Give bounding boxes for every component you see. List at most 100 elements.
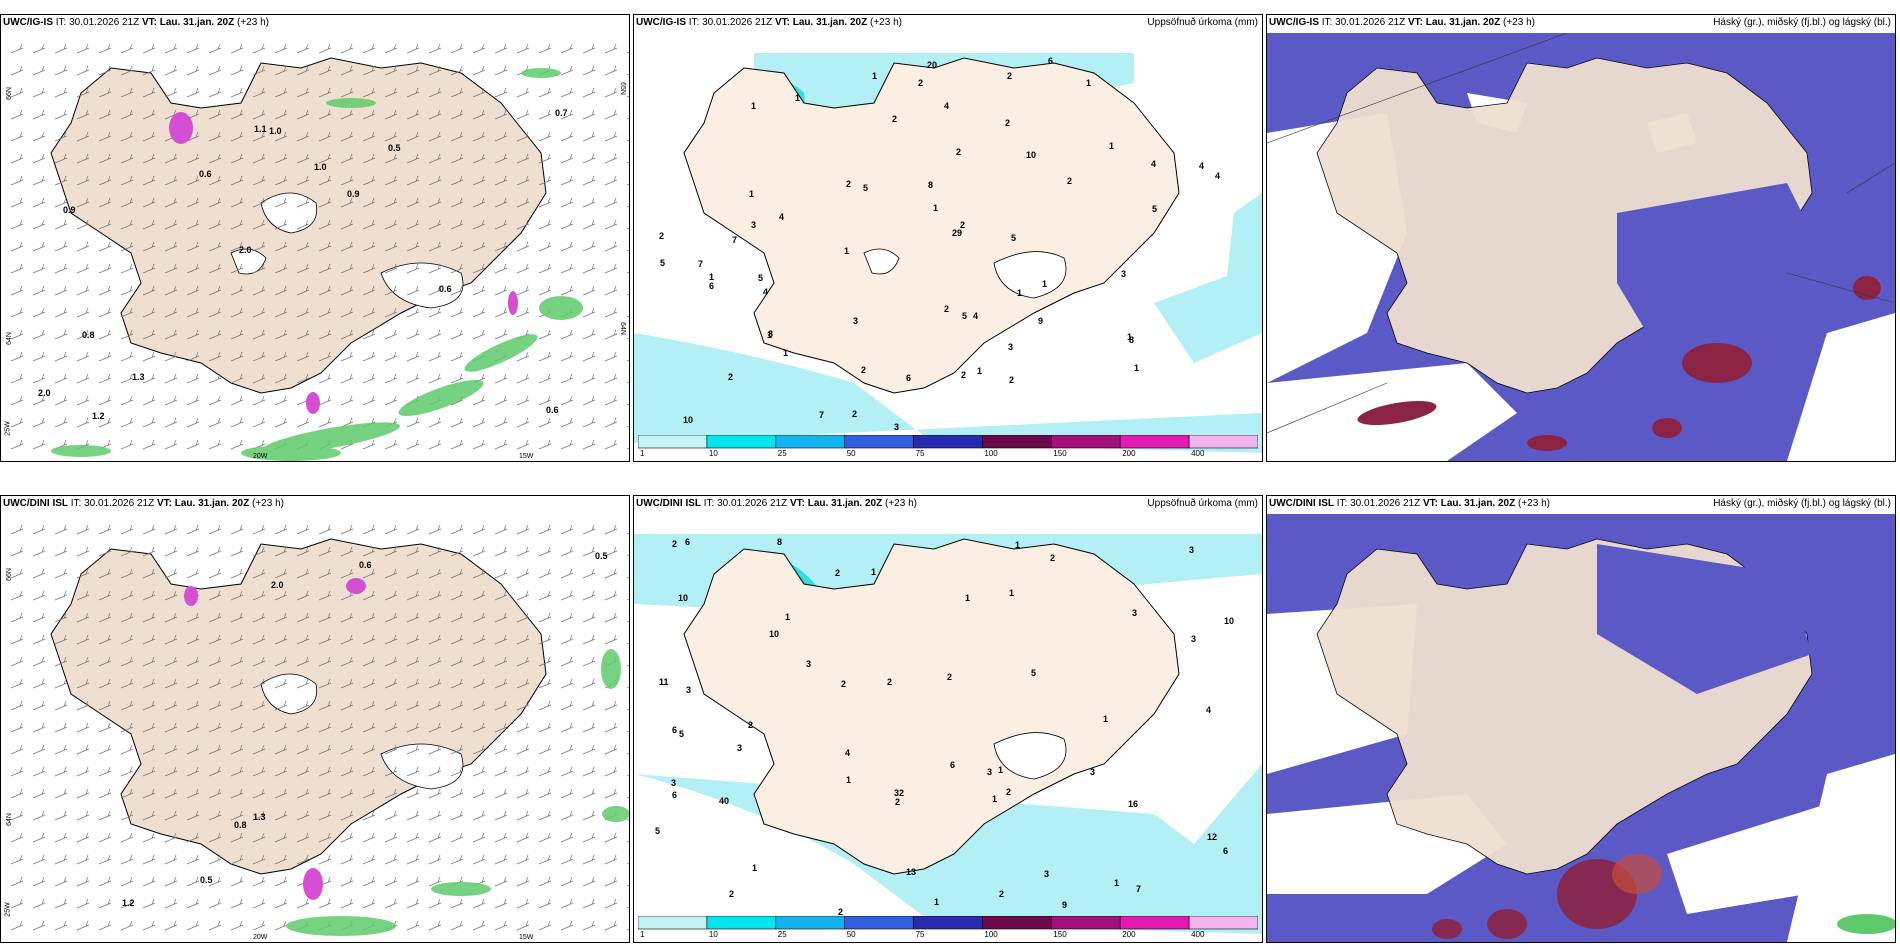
wind-barb [230, 153, 244, 164]
wind-barb [32, 87, 46, 98]
legend-swatch [638, 435, 708, 449]
wind-barb [76, 263, 90, 274]
wind-barb [560, 263, 574, 274]
wind-barb [186, 722, 200, 733]
legend-swatch [706, 916, 777, 930]
wind-barb [54, 351, 68, 362]
wind-barb [626, 884, 629, 887]
wind-barb [230, 263, 244, 274]
wind-barb [252, 722, 266, 733]
wind-barb [208, 417, 222, 428]
wind-barb [406, 329, 420, 340]
wind-barb [32, 810, 46, 821]
wind-barb [340, 634, 354, 645]
wind-barb [98, 678, 112, 689]
point-value: 1.0 [269, 126, 282, 136]
wind-barb [274, 131, 288, 142]
wind-barb [560, 175, 574, 186]
wind-barb [54, 524, 68, 535]
wind-barb [340, 722, 354, 733]
wind-barb [318, 43, 332, 54]
wind-barb [10, 546, 24, 557]
point-value: 4 [779, 212, 784, 222]
wind-barb [274, 634, 288, 645]
legend-swatch [1050, 916, 1121, 930]
wind-barb [186, 263, 200, 274]
wind-barb [362, 329, 376, 340]
point-value: 0.6 [359, 560, 372, 570]
wind-barb [582, 175, 596, 186]
wind-barb [230, 373, 244, 384]
cloud-map [1267, 514, 1895, 942]
point-value: 4 [845, 748, 850, 758]
wind-barb [472, 722, 486, 733]
wind-barb [208, 395, 222, 406]
wind-barb [384, 898, 398, 909]
wind-barb [406, 373, 420, 384]
wind-barb [186, 351, 200, 362]
wind-barb [274, 285, 288, 296]
wind-barb [120, 568, 134, 579]
wind-barb [54, 546, 68, 557]
wind-barb [54, 175, 68, 186]
wind-barb [32, 329, 46, 340]
wind-barb [10, 678, 24, 689]
wind-barb [230, 285, 244, 296]
wind-barb [384, 439, 398, 450]
wind-barb [164, 612, 178, 623]
wind-barb [626, 642, 629, 645]
wind-barb [32, 744, 46, 755]
wind-barb [604, 87, 618, 98]
wind-barb [274, 263, 288, 274]
model-label: UWC/IG-IS [636, 17, 686, 28]
wind-barb [186, 219, 200, 230]
wind-barb [98, 898, 112, 909]
valid-time: Lau. 31.jan. 20Z [792, 17, 868, 28]
wind-barb [142, 65, 156, 76]
wind-barb [582, 285, 596, 296]
wind-barb [538, 439, 552, 450]
wind-barb [10, 524, 24, 535]
wind-barb [32, 898, 46, 909]
wind-barb [186, 656, 200, 667]
legend-label: 50 [847, 449, 856, 457]
wind-barb [274, 219, 288, 230]
wind-barb [428, 241, 442, 252]
wind-barb [362, 395, 376, 406]
wind-barb [164, 876, 178, 887]
wind-barb [54, 766, 68, 777]
wind-barb [604, 307, 618, 318]
precip-legend: 1 10 25 50 75 100 150 200 400 [638, 916, 1258, 938]
wind-barb [384, 744, 398, 755]
wind-barb [54, 329, 68, 340]
wind-barb [472, 43, 486, 54]
wind-barb [538, 612, 552, 623]
wind-barb [318, 634, 332, 645]
point-value: 1 [709, 272, 714, 282]
wind-barb [582, 546, 596, 557]
wind-barb [274, 87, 288, 98]
wind-barb [516, 590, 530, 601]
wind-barb [362, 876, 376, 887]
point-value: 8 [1129, 335, 1134, 345]
wind-barb [384, 876, 398, 887]
lead-time: (+23 h) [870, 17, 902, 28]
wind-barb [560, 241, 574, 252]
wind-barb [296, 766, 310, 777]
wind-barb [230, 351, 244, 362]
wind-barb [626, 532, 629, 535]
wind-barb [406, 854, 420, 865]
wind-barb [428, 832, 442, 843]
wind-barb [340, 678, 354, 689]
wind-barb [54, 241, 68, 252]
wind-barb [10, 876, 24, 887]
wind-barb [120, 854, 134, 865]
wind-barb [208, 854, 222, 865]
lat-label: 64N [5, 813, 13, 826]
wind-barb [582, 722, 596, 733]
wind-barb [76, 678, 90, 689]
wind-barb [230, 920, 244, 931]
lead-time: (+23 h) [885, 498, 917, 509]
wind-barb [538, 175, 552, 186]
point-value: 20 [927, 60, 937, 70]
